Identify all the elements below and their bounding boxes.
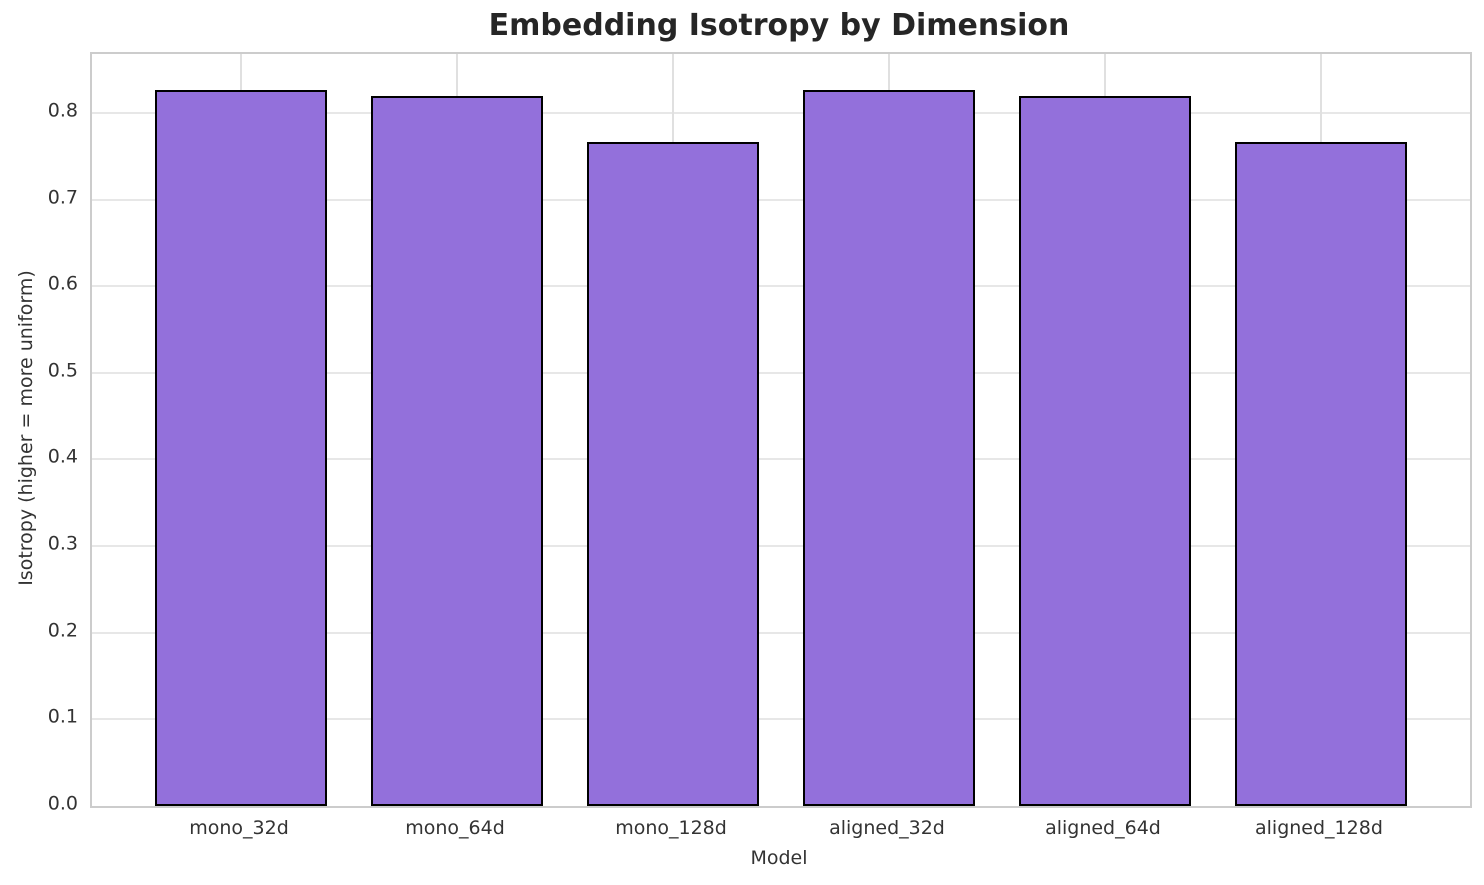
y-tick-label: 0.1 bbox=[47, 705, 78, 728]
x-tick-label: mono_128d bbox=[615, 817, 727, 839]
gridline-horizontal bbox=[92, 631, 1470, 634]
y-tick-label: 0.5 bbox=[47, 359, 78, 382]
y-tick-label: 0.3 bbox=[47, 532, 78, 555]
plot-area bbox=[90, 52, 1472, 808]
gridline-horizontal bbox=[92, 285, 1470, 288]
gridline-horizontal bbox=[92, 111, 1470, 114]
bar-mono_32d bbox=[154, 90, 328, 806]
gridline-horizontal bbox=[92, 718, 1470, 721]
y-tick-label: 0.0 bbox=[47, 792, 78, 815]
bar-mono_128d bbox=[586, 141, 760, 806]
chart-title: Embedding Isotropy by Dimension bbox=[488, 8, 1070, 43]
bar-mono_64d bbox=[370, 96, 544, 806]
y-tick-label: 0.2 bbox=[47, 619, 78, 642]
y-tick-label: 0.6 bbox=[47, 272, 78, 295]
y-tick-label: 0.8 bbox=[47, 99, 78, 122]
x-tick-label: aligned_64d bbox=[1045, 817, 1161, 839]
x-tick-label: mono_64d bbox=[405, 817, 505, 839]
bar-aligned_64d bbox=[1018, 96, 1192, 806]
gridline-horizontal bbox=[92, 371, 1470, 374]
x-tick-label: aligned_32d bbox=[829, 817, 945, 839]
x-axis-label: Model bbox=[750, 847, 808, 869]
x-tick-label: aligned_128d bbox=[1255, 817, 1383, 839]
y-tick-label: 0.7 bbox=[47, 186, 78, 209]
bar-aligned_128d bbox=[1234, 141, 1408, 806]
gridline-horizontal bbox=[92, 545, 1470, 548]
gridline-horizontal bbox=[92, 458, 1470, 461]
y-tick-label: 0.4 bbox=[47, 445, 78, 468]
bar-aligned_32d bbox=[802, 90, 976, 806]
x-tick-label: mono_32d bbox=[189, 817, 289, 839]
gridline-horizontal bbox=[92, 198, 1470, 201]
